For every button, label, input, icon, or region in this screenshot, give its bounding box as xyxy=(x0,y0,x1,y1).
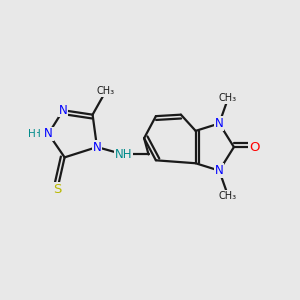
Text: CH₃: CH₃ xyxy=(219,94,237,103)
Text: N: N xyxy=(215,164,224,177)
Text: N: N xyxy=(93,141,101,154)
Text: N: N xyxy=(44,127,53,140)
Text: H: H xyxy=(28,129,36,139)
Text: O: O xyxy=(249,141,260,154)
Text: S: S xyxy=(53,183,61,196)
Text: N: N xyxy=(215,117,224,130)
Text: CH₃: CH₃ xyxy=(219,190,237,201)
Text: N: N xyxy=(59,104,68,117)
Text: NH: NH xyxy=(115,148,132,161)
Text: H: H xyxy=(33,129,41,139)
Text: CH₃: CH₃ xyxy=(97,86,115,96)
